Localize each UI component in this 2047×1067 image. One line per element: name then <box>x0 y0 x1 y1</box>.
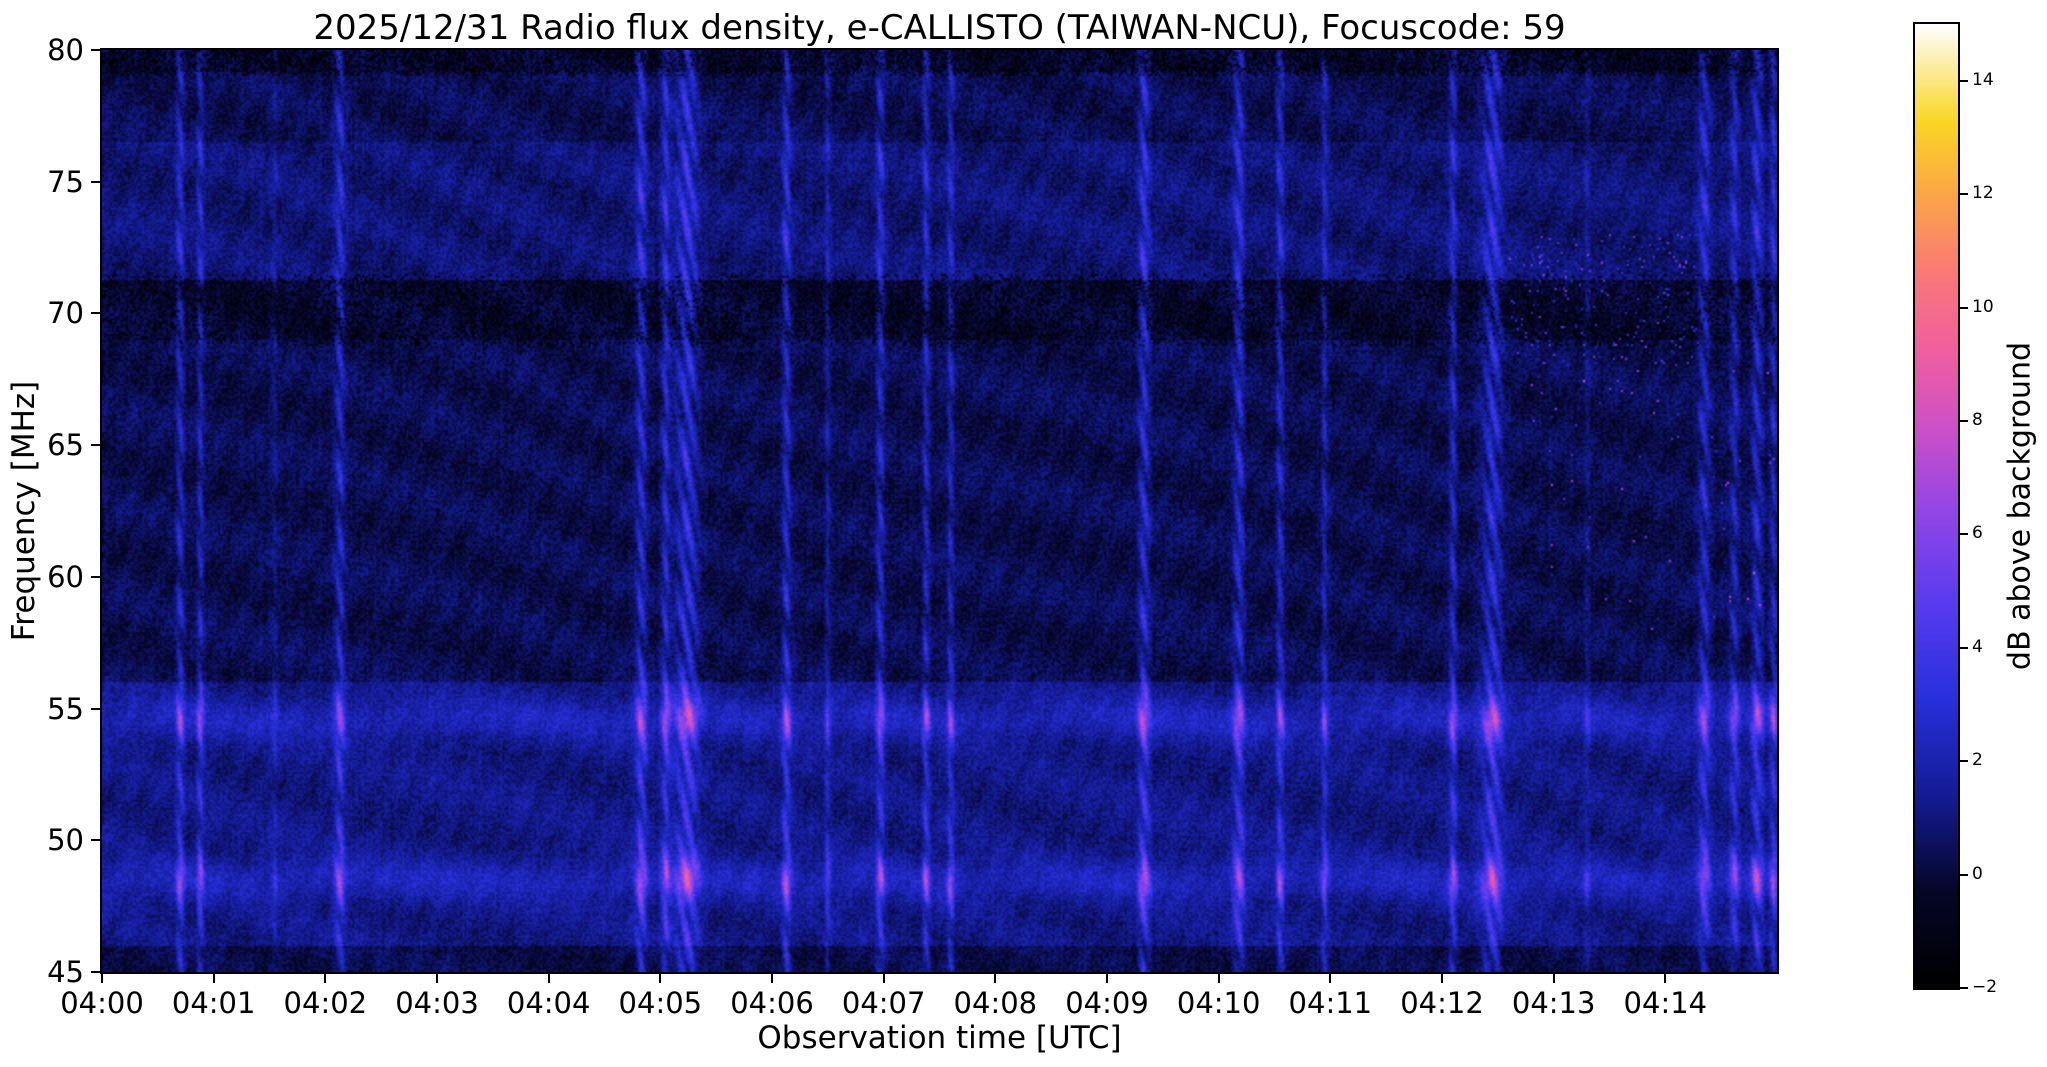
x-tick-mark <box>882 974 885 983</box>
x-tick-mark <box>101 974 103 983</box>
colorbar-tick-mark <box>1960 760 1968 763</box>
x-tick-label: 04:10 <box>1176 986 1261 1020</box>
x-tick-label: 04:11 <box>1288 986 1373 1020</box>
y-tick-label: 80 <box>47 33 84 67</box>
x-tick-mark <box>771 974 773 983</box>
x-tick-label: 04:00 <box>60 986 144 1020</box>
y-tick-mark <box>91 49 100 51</box>
colorbar-tick-label: 4 <box>1972 636 1983 657</box>
colorbar-tick-mark <box>1960 646 1968 649</box>
x-tick-label: 04:08 <box>953 986 1038 1020</box>
x-tick-mark <box>1217 974 1220 983</box>
colorbar-label: dB above background <box>2002 341 2038 671</box>
colorbar-tick-label: 6 <box>1972 523 1983 544</box>
colorbar <box>1913 22 1960 990</box>
y-tick-label: 60 <box>47 559 84 594</box>
x-tick-mark <box>1329 974 1332 983</box>
y-tick-mark <box>91 444 100 447</box>
chart-title: 2025/12/31 Radio flux density, e-CALLIST… <box>313 8 1566 48</box>
y-tick-mark <box>91 575 100 578</box>
y-tick-mark <box>91 180 100 183</box>
x-tick-mark <box>1106 974 1108 983</box>
y-axis-label: Frequency [MHz] <box>6 380 42 642</box>
x-tick-label: 04:09 <box>1065 986 1149 1020</box>
y-tick-mark <box>91 839 100 842</box>
y-tick-label: 70 <box>47 296 84 331</box>
colorbar-tick-label: 14 <box>1972 69 1994 90</box>
y-tick-label: 65 <box>47 428 84 463</box>
x-tick-mark <box>212 974 215 983</box>
y-tick-mark <box>91 707 100 710</box>
x-tick-mark <box>436 974 438 983</box>
x-tick-label: 04:05 <box>618 986 703 1020</box>
y-tick-label: 55 <box>47 691 84 726</box>
x-tick-label: 04:07 <box>841 986 926 1020</box>
colorbar-tick-label: 12 <box>1972 183 1994 204</box>
colorbar-tick-label: 10 <box>1972 296 1994 317</box>
x-tick-label: 04:03 <box>395 986 479 1020</box>
y-tick-mark <box>91 312 100 315</box>
y-tick-label: 75 <box>47 164 84 199</box>
colorbar-tick-mark <box>1960 987 1968 989</box>
colorbar-tick-mark <box>1960 419 1968 422</box>
colorbar-tick-mark <box>1960 533 1968 536</box>
y-tick-mark <box>91 971 100 973</box>
y-tick-label: 50 <box>47 823 84 858</box>
x-tick-mark <box>324 974 327 983</box>
x-tick-mark <box>1552 974 1555 983</box>
colorbar-tick-mark <box>1960 79 1968 82</box>
y-tick-label: 45 <box>47 955 84 989</box>
colorbar-tick-label: −2 <box>1972 977 1998 997</box>
x-tick-label: 04:12 <box>1400 986 1484 1020</box>
x-tick-mark <box>547 974 550 983</box>
x-tick-label: 04:06 <box>730 986 814 1020</box>
x-tick-mark <box>1664 974 1667 983</box>
x-tick-label: 04:04 <box>506 986 591 1020</box>
colorbar-tick-label: 2 <box>1972 750 1983 771</box>
x-tick-label: 04:02 <box>283 986 368 1020</box>
x-tick-mark <box>1441 974 1443 983</box>
x-tick-label: 04:13 <box>1511 986 1596 1020</box>
colorbar-tick-mark <box>1960 306 1968 309</box>
colorbar-tick-label: 8 <box>1972 409 1983 430</box>
colorbar-tick-mark <box>1960 873 1968 876</box>
x-tick-label: 04:14 <box>1623 986 1708 1020</box>
colorbar-tick-label: 0 <box>1972 863 1983 884</box>
x-axis-label: Observation time [UTC] <box>757 1020 1122 1056</box>
x-tick-mark <box>659 974 662 983</box>
colorbar-tick-mark <box>1960 193 1968 196</box>
x-tick-label: 04:01 <box>171 986 256 1020</box>
spectrogram-canvas <box>100 48 1779 974</box>
x-tick-mark <box>994 974 997 983</box>
